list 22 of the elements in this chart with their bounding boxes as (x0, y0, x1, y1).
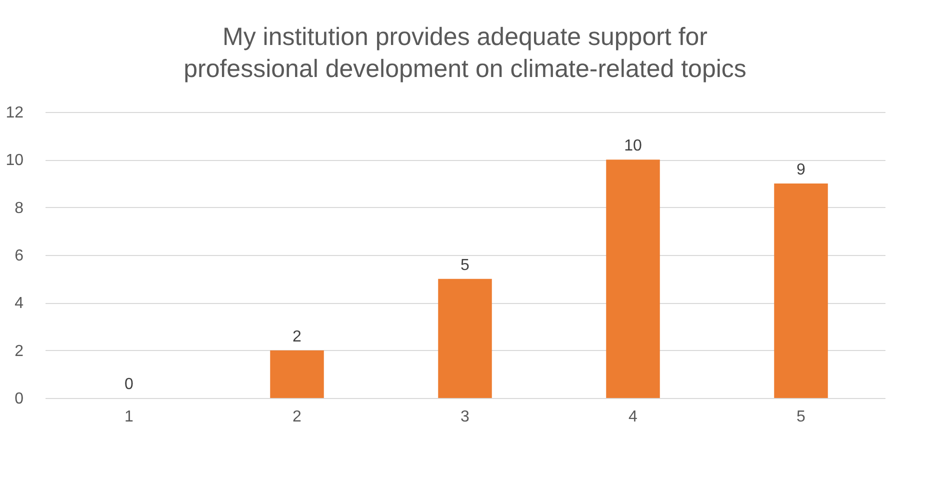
bar (774, 184, 828, 398)
y-tick-label: 0 (14, 390, 24, 408)
x-tick-label: 3 (460, 408, 470, 426)
x-tick-label: 1 (124, 408, 134, 426)
data-label: 0 (124, 376, 134, 393)
y-tick-label: 4 (14, 295, 24, 312)
data-label: 9 (796, 162, 806, 178)
y-tick-label: 8 (14, 200, 24, 217)
data-label: 5 (460, 256, 470, 274)
data-label: 10 (624, 138, 642, 155)
y-tick-label: 2 (14, 342, 24, 360)
x-tick-label: 4 (628, 408, 638, 426)
chart-title: My institution provides adequate support for professional development on climate-related topics (184, 23, 746, 83)
bar (606, 160, 660, 398)
bar (438, 278, 492, 398)
data-label: 2 (292, 328, 302, 346)
x-tick-label: 5 (796, 408, 806, 426)
y-tick-label: 12 (6, 104, 24, 122)
y-tick-label: 6 (14, 248, 24, 264)
bar (270, 350, 324, 398)
y-tick-label: 10 (6, 152, 24, 170)
x-tick-label: 2 (292, 408, 302, 426)
